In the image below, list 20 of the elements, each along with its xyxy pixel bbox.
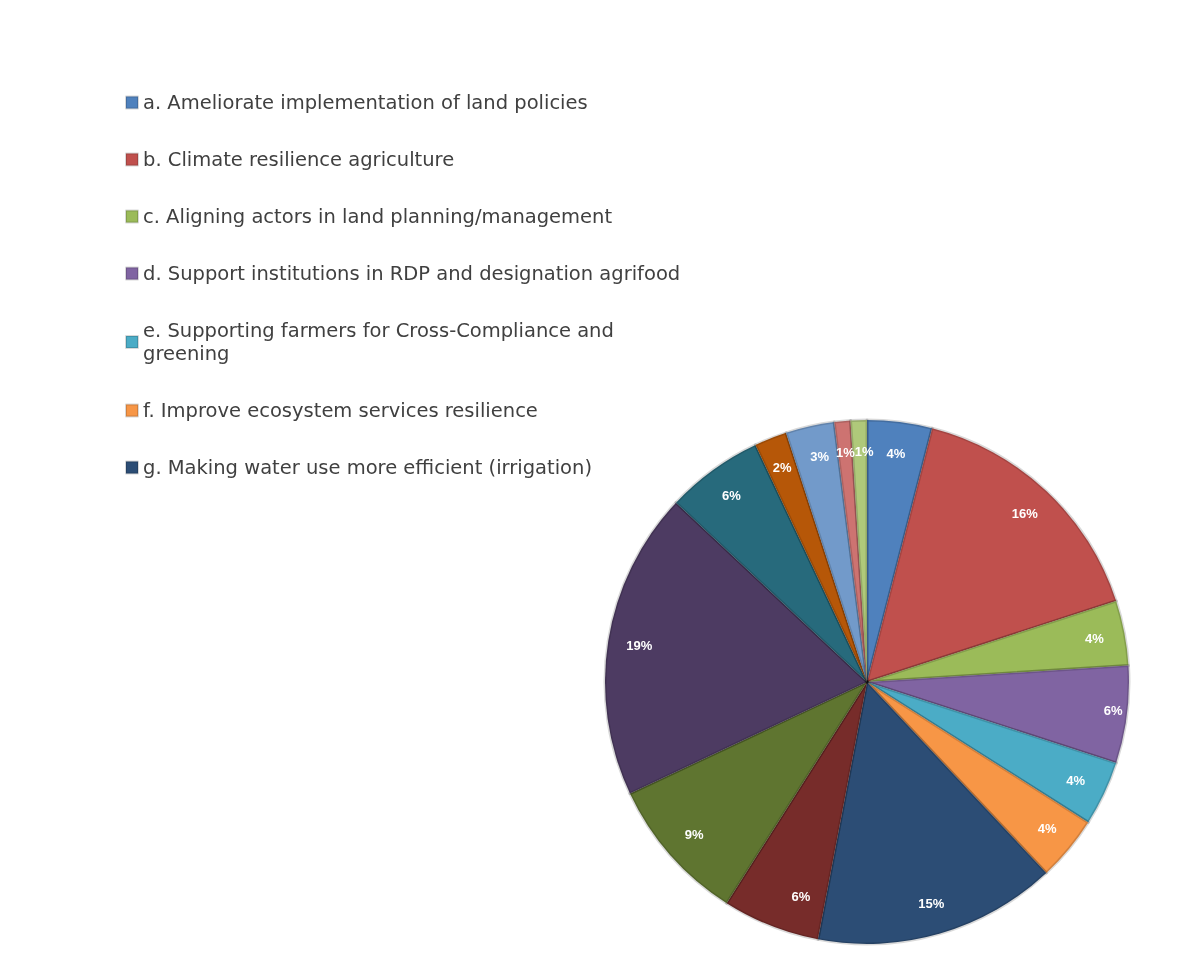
data-label: 4% bbox=[1037, 821, 1058, 837]
data-label: 9% bbox=[684, 826, 704, 842]
legend-label: c. Aligning actors in land planning/management bbox=[143, 205, 613, 228]
data-label: 15% bbox=[918, 895, 945, 911]
data-label: 19% bbox=[626, 638, 653, 654]
legend-label: e. Supporting farmers for Cross-Compliance and greening bbox=[143, 319, 621, 365]
legend-label: f. Improve ecosystem services resilience bbox=[143, 399, 538, 422]
legend-label: a. Ameliorate implementation of land policies bbox=[143, 91, 588, 114]
data-label: 6% bbox=[722, 487, 742, 503]
data-label: 6% bbox=[791, 888, 811, 904]
data-label: 2% bbox=[772, 460, 792, 476]
data-label: 3% bbox=[810, 449, 830, 465]
legend-label: d. Support institutions in RDP and designation agrifood bbox=[143, 262, 681, 285]
data-label: 4% bbox=[886, 445, 906, 461]
data-label: 4% bbox=[1066, 772, 1086, 788]
data-label: 16% bbox=[1011, 506, 1039, 522]
legend-label: g. Making water use more efficient (irrigation) bbox=[143, 456, 592, 479]
legend-label: b. Climate resilience agriculture bbox=[143, 148, 455, 171]
data-label: 6% bbox=[1103, 703, 1124, 719]
data-label: 4% bbox=[1085, 631, 1105, 647]
